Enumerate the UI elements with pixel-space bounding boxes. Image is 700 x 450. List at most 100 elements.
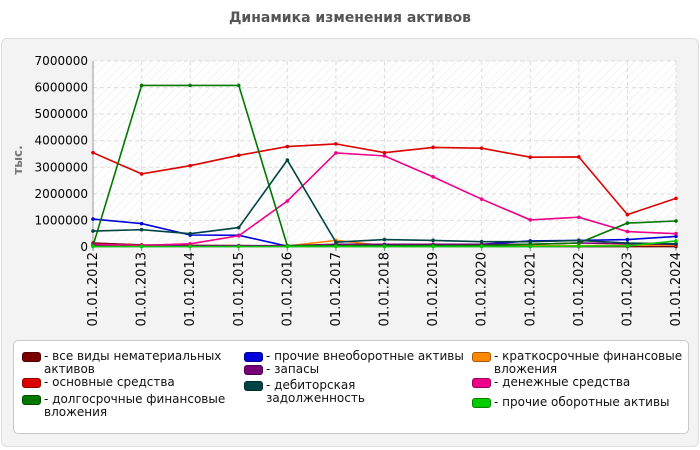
legend-label: - денежные средства: [494, 375, 631, 389]
y-tick-label: 7000000: [35, 54, 88, 68]
legend-swatch: [472, 398, 491, 408]
legend-swatch: [244, 381, 263, 391]
x-tick-label: 01.01.2014: [183, 252, 198, 326]
data-point: [431, 238, 435, 243]
x-tick-label: 01.01.2020: [475, 252, 490, 326]
legend-label: - прочие внеоборотные активы: [266, 349, 464, 363]
data-point: [479, 146, 484, 150]
legend-swatch: [244, 365, 263, 375]
data-point: [625, 237, 630, 242]
y-tick-label: 6000000: [35, 81, 88, 95]
y-tick-label: 0: [80, 240, 88, 254]
data-point: [236, 225, 241, 230]
data-point: [334, 244, 338, 249]
data-point: [91, 217, 95, 221]
x-tick-label: 01.01.2013: [135, 252, 150, 326]
data-point: [674, 196, 678, 201]
data-point: [625, 229, 630, 234]
data-point: [479, 239, 484, 244]
data-point: [577, 241, 581, 245]
data-point: [625, 221, 630, 225]
data-point: [674, 234, 678, 239]
data-point: [334, 240, 338, 245]
data-point: [334, 151, 338, 155]
data-point: [139, 83, 144, 88]
data-point: [431, 175, 435, 179]
legend-swatch: [22, 378, 41, 388]
data-point: [625, 244, 630, 248]
data-point: [236, 153, 241, 158]
data-point: [577, 244, 581, 249]
data-point: [382, 237, 387, 242]
chart-legend: - все виды нематериальных активов - осно…: [13, 340, 689, 434]
data-point: [674, 239, 678, 243]
data-point: [139, 244, 144, 249]
x-tick-label: 01.01.2019: [426, 252, 441, 326]
data-point: [577, 238, 581, 243]
x-tick-label: 01.01.2023: [620, 252, 635, 326]
data-point: [188, 242, 192, 246]
legend-label: - долгосрочные финансовые вложения: [44, 392, 226, 419]
data-point: [236, 234, 241, 238]
data-point: [334, 142, 338, 146]
data-point: [577, 215, 581, 220]
data-point: [139, 172, 144, 176]
y-tick-label: 1000000: [35, 213, 88, 227]
y-tick-label: 3000000: [35, 160, 88, 174]
data-point: [528, 218, 533, 222]
data-point: [382, 244, 387, 249]
data-point: [479, 244, 484, 249]
data-point: [528, 244, 533, 249]
legend-label: - дебиторская задолженность: [266, 378, 365, 405]
y-tick-label: 2000000: [35, 187, 88, 201]
legend-swatch: [244, 352, 263, 362]
data-point: [285, 244, 290, 249]
chart-title: Динамика изменения активов: [228, 10, 472, 26]
data-point: [625, 212, 630, 217]
legend-label: - запасы: [266, 362, 320, 376]
data-point: [188, 163, 192, 168]
data-point: [625, 241, 630, 245]
data-point: [91, 150, 95, 155]
x-tick-label: 01.01.2022: [572, 252, 587, 326]
x-tick-label: 01.01.2021: [523, 252, 538, 326]
data-point: [188, 244, 192, 249]
data-point: [382, 150, 387, 155]
x-tick-label: 01.01.2017: [329, 252, 344, 326]
data-point: [188, 231, 192, 236]
y-tick-label: 4000000: [35, 134, 88, 148]
legend-label: - краткосрочные финансовые вложения: [494, 349, 683, 376]
x-tick-label: 01.01.2012: [86, 252, 101, 326]
data-point: [528, 155, 533, 159]
data-point: [382, 154, 387, 158]
legend-swatch: [472, 378, 491, 388]
x-tick-label: 01.01.2016: [280, 252, 295, 326]
data-point: [236, 83, 241, 88]
x-tick-label: 01.01.2024: [669, 252, 684, 326]
data-point: [577, 155, 581, 159]
legend-swatch: [22, 352, 41, 362]
x-tick-label: 01.01.2015: [232, 252, 247, 326]
data-point: [528, 239, 533, 244]
data-point: [674, 242, 678, 246]
y-axis-label: тыс.: [11, 145, 25, 174]
data-point: [91, 244, 95, 249]
x-tick-label: 01.01.2018: [378, 252, 393, 326]
data-point: [431, 244, 435, 249]
data-point: [674, 231, 678, 236]
data-point: [236, 244, 241, 249]
data-point: [139, 221, 144, 226]
data-point: [285, 158, 290, 162]
data-point: [91, 229, 95, 233]
legend-swatch: [22, 395, 41, 405]
data-point: [479, 197, 484, 201]
legend-label: - прочие оборотные активы: [494, 395, 670, 409]
data-point: [139, 227, 144, 232]
legend-label: - основные средства: [44, 375, 175, 389]
data-point: [431, 145, 435, 150]
legend-label: - все виды нематериальных активов: [44, 349, 222, 376]
data-point: [188, 83, 192, 88]
y-tick-label: 5000000: [35, 107, 88, 121]
legend-swatch: [472, 352, 491, 362]
